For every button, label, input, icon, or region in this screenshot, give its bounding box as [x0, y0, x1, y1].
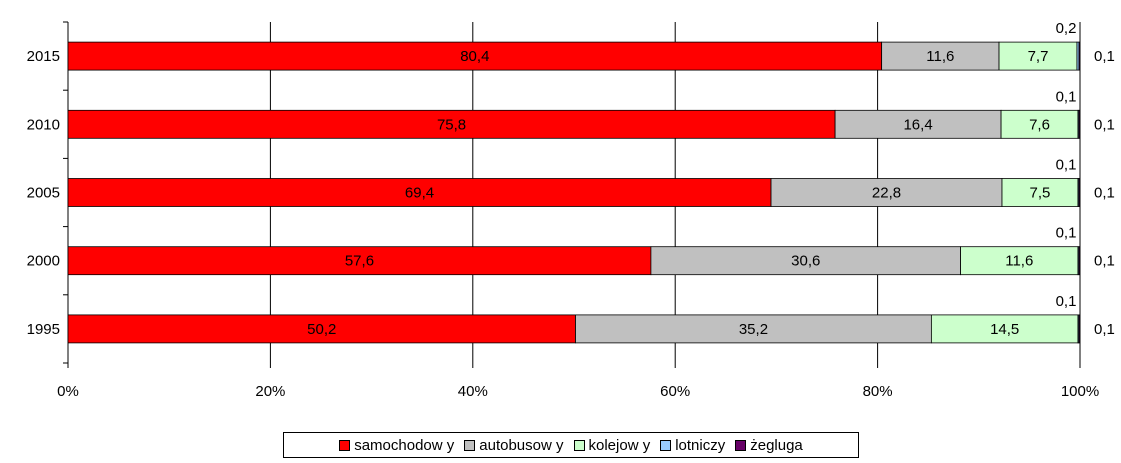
- data-label: 7,5: [1030, 185, 1051, 202]
- bar-segment: [67, 41, 883, 71]
- data-label: 11,6: [1005, 253, 1033, 270]
- data-label: 0,1: [1094, 321, 1115, 338]
- legend: samochodow y autobusow y kolejow y lotniczy…: [283, 432, 859, 458]
- bar-segment: [930, 314, 1079, 344]
- legend-label: lotniczy: [675, 436, 726, 454]
- legend-item: samochodow y: [339, 437, 454, 454]
- bar-segment: [1078, 314, 1081, 344]
- x-tick-label: 80%: [863, 383, 893, 400]
- data-label: 0,1: [1056, 157, 1077, 174]
- data-label: 30,6: [791, 253, 820, 270]
- bar-segment: [67, 109, 836, 139]
- bar-segment: [1078, 178, 1081, 207]
- bar-segment: [1078, 41, 1081, 71]
- x-tick-label: 20%: [255, 383, 285, 400]
- legend-label: żegluga: [750, 436, 803, 454]
- bar-segment: [1001, 178, 1079, 207]
- data-label: 0,1: [1056, 293, 1077, 310]
- bar-segment: [575, 314, 932, 344]
- data-label: 75,8: [437, 116, 466, 133]
- data-label: 57,6: [345, 253, 374, 270]
- data-label: 0,1: [1094, 48, 1115, 65]
- y-tick-label: 2010: [27, 116, 60, 133]
- data-label: 11,6: [926, 48, 954, 65]
- bar-segment: [67, 246, 652, 276]
- data-label: 7,7: [1028, 48, 1049, 65]
- data-label: 0,1: [1094, 116, 1115, 133]
- legend-item: żegluga: [735, 437, 803, 454]
- data-label: 80,4: [460, 48, 489, 65]
- legend-swatch: [660, 439, 672, 451]
- bar-segment: [770, 178, 1003, 207]
- legend-label: autobusow y: [479, 436, 564, 454]
- legend-label: samochodow y: [354, 436, 455, 454]
- data-label: 50,2: [307, 321, 336, 338]
- data-label: 0,1: [1056, 225, 1077, 242]
- data-label: 14,5: [990, 321, 1019, 338]
- x-tick-label: 40%: [458, 383, 488, 400]
- bar-segment: [67, 314, 576, 344]
- bar-segment: [1078, 246, 1081, 276]
- bar-segment: [67, 178, 772, 207]
- y-tick-label: 2000: [27, 253, 60, 270]
- data-label: 7,6: [1029, 116, 1050, 133]
- data-label: 0,1: [1094, 253, 1115, 270]
- bar-segment: [881, 41, 1000, 71]
- data-label: 69,4: [405, 185, 434, 202]
- legend-swatch: [735, 439, 747, 451]
- legend-item: kolejow y: [573, 436, 651, 454]
- x-tick-label: 60%: [660, 383, 690, 400]
- bar-segment: [1078, 109, 1081, 139]
- x-tick-label: 0%: [57, 383, 79, 400]
- data-label: 35,2: [739, 321, 768, 338]
- y-tick-label: 1995: [27, 321, 60, 338]
- bar-segment: [834, 109, 1002, 139]
- y-tick-label: 2015: [27, 48, 60, 65]
- bar-segment: [650, 246, 961, 276]
- x-tick-label: 100%: [1061, 383, 1099, 400]
- legend-swatch: [573, 439, 585, 451]
- data-label: 16,4: [903, 116, 932, 133]
- legend-swatch: [339, 439, 351, 451]
- data-label: 0,2: [1056, 20, 1077, 37]
- legend-label: kolejow y: [588, 436, 651, 454]
- data-label: 0,1: [1056, 88, 1077, 105]
- legend-item: autobusow y: [464, 436, 564, 454]
- legend-item: lotniczy: [660, 437, 725, 454]
- stacked-bar-chart: 0% 20% 40% 60% 80% 100% 2015 80,4 11,6 7,7 0,2 0,1 2…: [27, 20, 1115, 400]
- legend-swatch: [464, 439, 476, 451]
- data-label: 22,8: [872, 185, 901, 202]
- data-label: 0,1: [1094, 185, 1115, 202]
- bar-segment: [960, 246, 1079, 276]
- y-tick-label: 2005: [27, 185, 60, 202]
